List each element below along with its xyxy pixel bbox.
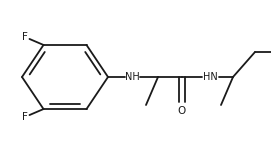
Text: NH: NH <box>125 72 139 82</box>
Text: F: F <box>22 112 27 122</box>
Text: HN: HN <box>203 72 217 82</box>
Text: F: F <box>22 32 27 42</box>
Text: O: O <box>178 106 186 116</box>
